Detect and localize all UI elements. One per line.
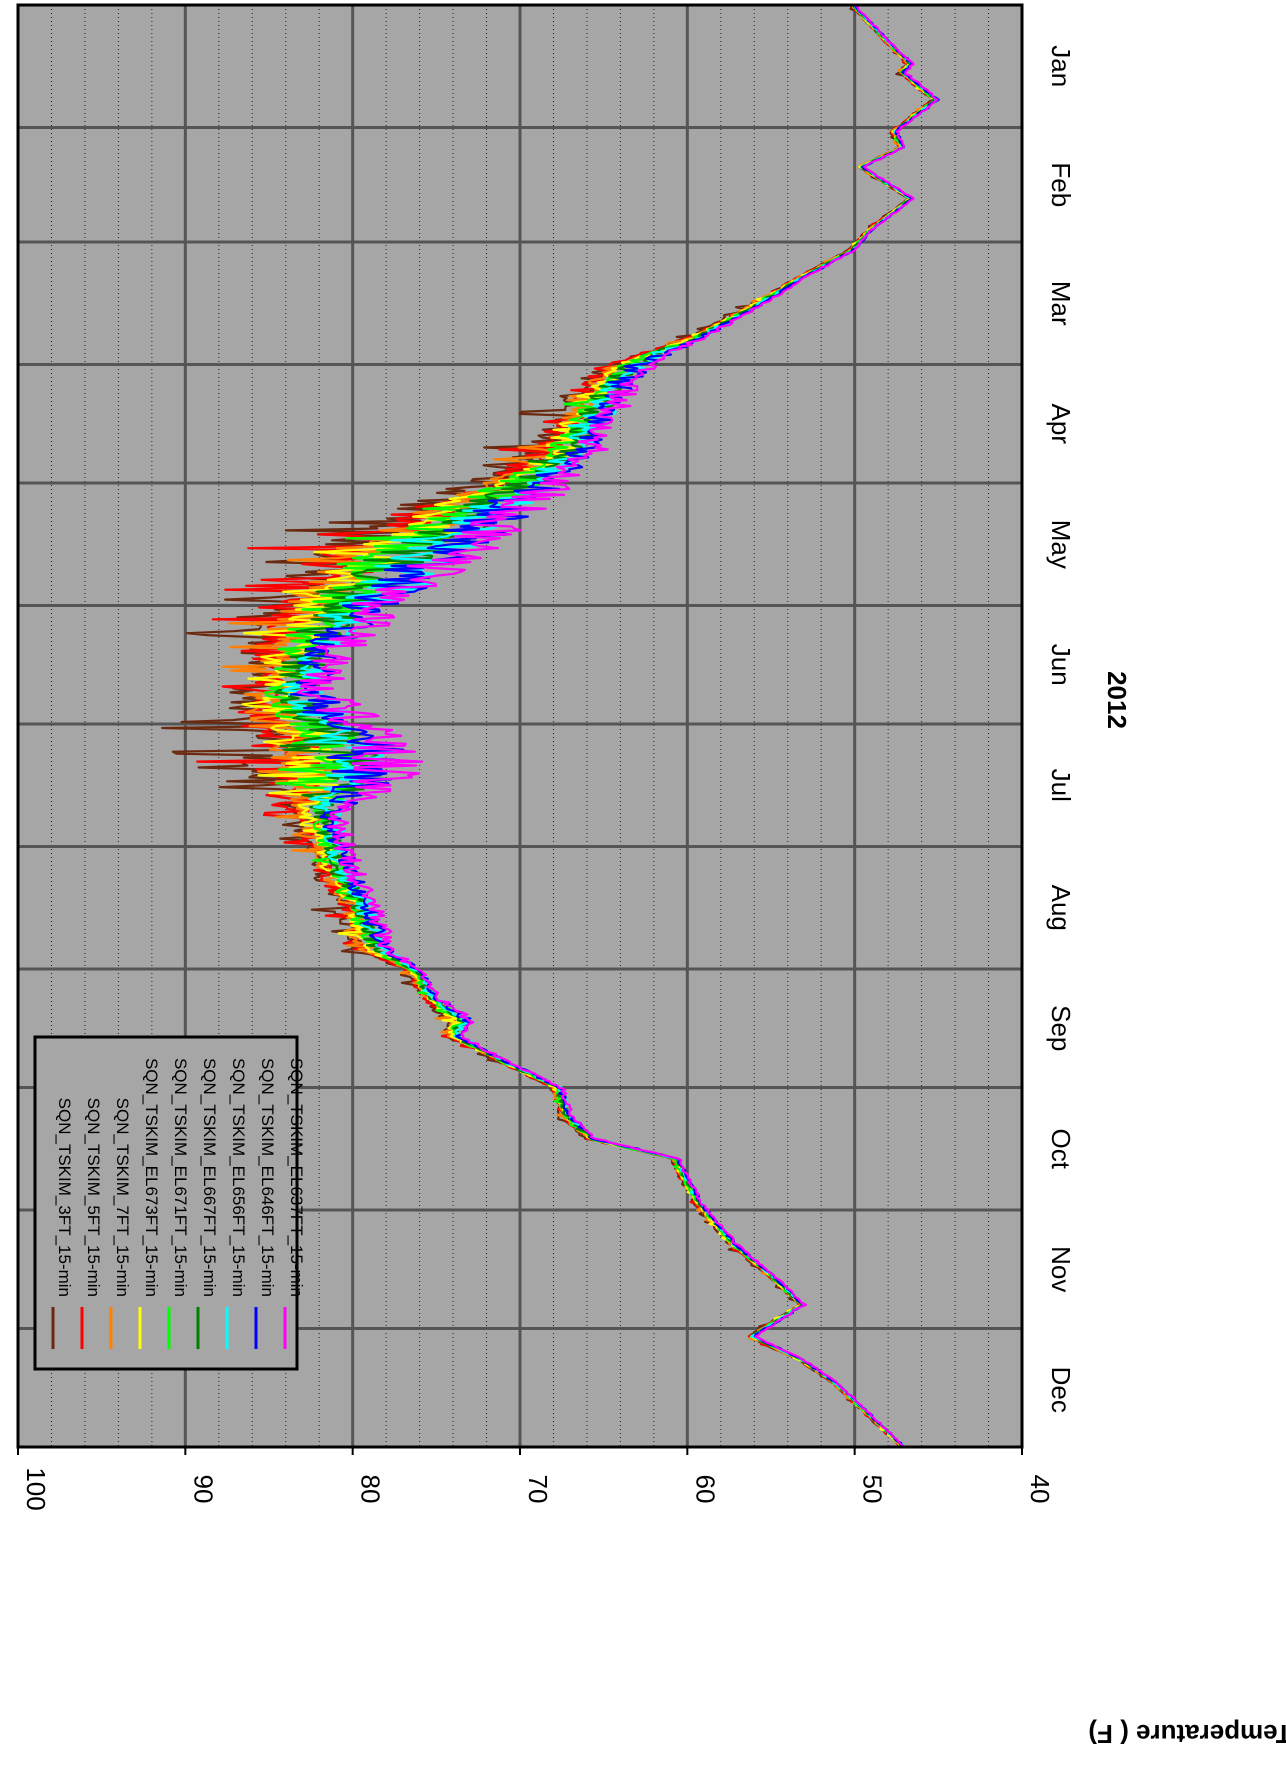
- x-tick-label: Aug: [1046, 885, 1076, 931]
- y-tick-label: 90: [188, 1475, 218, 1504]
- legend-label: SQN_TSKIM_3FT_15-min: [55, 1098, 74, 1297]
- legend-label: SQN_TSKIM_5FT_15-min: [84, 1098, 103, 1297]
- x-tick-label: Jan: [1046, 45, 1076, 87]
- x-tick-label: Jul: [1046, 769, 1076, 802]
- x-tick-label: Apr: [1046, 404, 1076, 445]
- legend-label: SQN_TSKIM_EL637FT_15-min: [287, 1058, 306, 1297]
- legend-label: SQN_TSKIM_EL671FT_15-min: [171, 1058, 190, 1297]
- legend-box: [33, 1035, 299, 1371]
- legend-label: SQN_TSKIM_EL646FT_15-min: [258, 1058, 277, 1297]
- x-tick-label: May: [1046, 520, 1076, 569]
- x-tick-label: Oct: [1046, 1128, 1076, 1169]
- series-line-9: [296, 3, 939, 1448]
- legend-label: SQN_TSKIM_7FT_15-min: [113, 1098, 132, 1297]
- grid-lines: [18, 5, 1022, 1447]
- x-tick-label: Sep: [1046, 1005, 1076, 1051]
- y-tick-label: 100: [21, 1467, 51, 1510]
- series-lines: [161, 3, 940, 1449]
- x-tick-label: Mar: [1046, 281, 1076, 326]
- x-tick-label: Nov: [1046, 1246, 1076, 1292]
- legend: SQN_TSKIM_3FT_15-min SQN_TSKIM_5FT_15-min…: [33, 1035, 306, 1371]
- y-axis-title: Temperature ( F): [1088, 1719, 1286, 1749]
- y-tick-label: 50: [858, 1475, 888, 1504]
- y-tick-label: 70: [523, 1475, 553, 1504]
- x-tick-label: Jun: [1046, 644, 1076, 686]
- axes: 40 50 60 70 80 90 100 Jan Feb Mar Apr May Jun Jul Aug S…: [16, 3, 1076, 1511]
- legend-label: SQN_TSKIM_EL673FT_15-min: [142, 1058, 161, 1297]
- x-axis-title: 2012: [1102, 671, 1132, 729]
- legend-label: SQN_TSKIM_EL656FT_15-min: [229, 1058, 248, 1297]
- y-tick-label: 40: [1025, 1475, 1055, 1504]
- y-tick-label: 60: [690, 1475, 720, 1504]
- y-tick-label: 80: [356, 1475, 386, 1504]
- legend-label: SQN_TSKIM_EL667FT_15-min: [200, 1058, 219, 1297]
- x-tick-label: Feb: [1046, 162, 1076, 207]
- x-tick-label: Dec: [1046, 1367, 1076, 1413]
